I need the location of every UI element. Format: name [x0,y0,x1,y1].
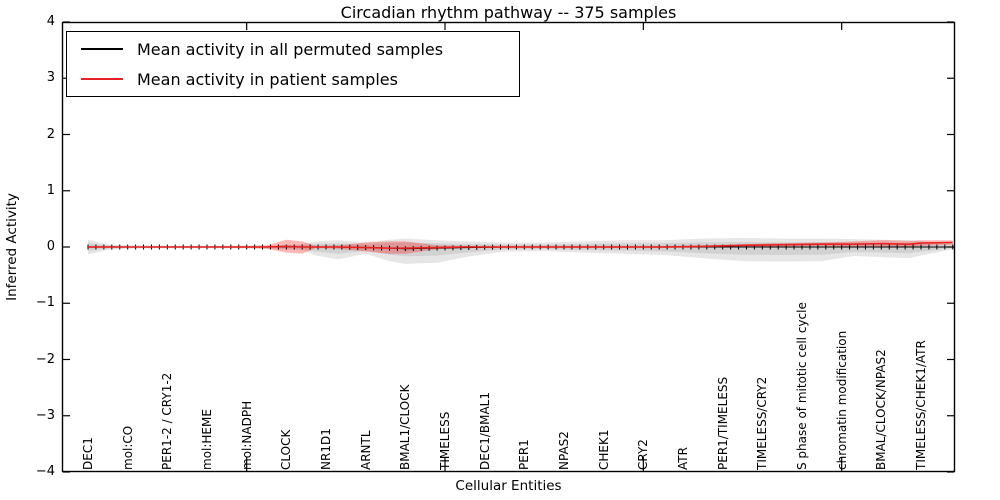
legend: Mean activity in all permuted samples Me… [66,31,520,97]
x-tick-label: NPAS2 [557,431,571,470]
y-tick-label: 0 [46,239,55,254]
legend-line-swatch-red [81,78,123,80]
legend-label: Mean activity in all permuted samples [137,39,444,59]
x-tick-label: DEC1/BMAL1 [477,392,492,470]
x-tick-label: CHEK1 [596,429,611,471]
y-tick-label: −2 [35,351,55,367]
x-tick-label: S phase of mitotic cell cycle [795,302,809,470]
x-tick-label: PER1 [517,439,532,470]
x-tick-label: BMAL/CLOCK/NPAS2 [874,349,889,470]
y-tick-label: 4 [46,14,55,29]
x-tick-label: chromatin modification [834,330,849,470]
y-tick-label: 2 [46,126,55,142]
legend-line-swatch-black [81,48,123,50]
x-tick-label: ATR [676,447,690,470]
legend-item-patient: Mean activity in patient samples [67,64,519,94]
x-tick-label: DEC1 [81,437,95,470]
y-tick-label: −1 [35,295,55,311]
legend-item-permuted: Mean activity in all permuted samples [67,34,519,64]
x-tick-label: BMAL1/CLOCK [398,384,413,471]
x-tick-label: TIMELESS [438,411,452,470]
x-tick-label: mol:HEME [200,409,214,470]
y-tick-label: 1 [46,182,55,198]
x-tick-label: mol:CO [120,425,135,470]
x-tick-label: PER1/TIMELESS [715,376,730,470]
x-tick-label: TIMELESS/CHEK1/ATR [914,340,928,470]
chart-title: Circadian rhythm pathway -- 375 samples [340,3,677,22]
y-tick-label: 3 [46,70,55,86]
x-tick-label: PER1-2 / CRY1-2 [160,372,175,470]
patient-mean-line [88,241,953,249]
x-tick-label: CLOCK [279,429,294,470]
x-axis-label: Cellular Entities [455,478,562,494]
plot-frame [61,21,956,473]
y-tick-label: −3 [35,407,55,423]
permuted-band-outer [88,238,953,264]
x-tick-label: TIMELESS/CRY2 [755,376,770,470]
x-tick-label: NR1D1 [319,428,333,470]
x-tick-label: ARNTL [358,430,373,470]
x-tick-label: mol:NADPH [239,400,254,470]
legend-label: Mean activity in patient samples [137,69,398,89]
x-tick-label: CRY2 [636,439,651,470]
y-tick-label: −4 [35,464,55,479]
